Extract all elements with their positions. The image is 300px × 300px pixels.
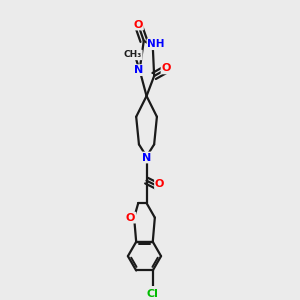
Text: N: N xyxy=(134,65,143,75)
Text: O: O xyxy=(161,63,171,74)
Text: NH: NH xyxy=(148,39,165,49)
Text: O: O xyxy=(126,213,135,223)
Text: Cl: Cl xyxy=(147,289,159,298)
Text: O: O xyxy=(155,179,164,189)
Text: CH₃: CH₃ xyxy=(124,50,142,59)
Text: O: O xyxy=(134,20,143,29)
Text: N: N xyxy=(142,152,151,163)
